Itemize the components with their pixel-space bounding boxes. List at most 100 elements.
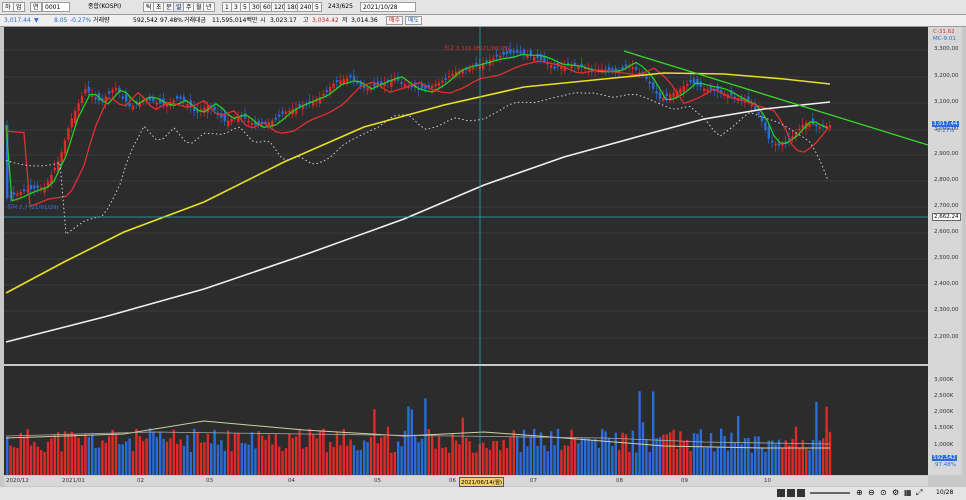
reset-icon[interactable]: ⊙ (880, 488, 887, 497)
volume-bar (9, 445, 12, 475)
candle-body (230, 119, 233, 123)
count-input[interactable]: 5 (312, 2, 322, 12)
volume-bar (111, 429, 114, 475)
zoom-in-icon[interactable]: ⊕ (856, 488, 863, 497)
candle-body (512, 50, 515, 53)
candle-body (339, 80, 342, 84)
candle-body (26, 189, 29, 192)
candle-body (689, 79, 692, 83)
candle-body (60, 152, 63, 163)
volume-bar (172, 429, 175, 475)
volume-bar (570, 429, 573, 475)
volume-bar (601, 429, 604, 475)
candle-body (709, 85, 713, 91)
candle-body (577, 65, 580, 70)
volume-bar (189, 451, 192, 475)
code-input[interactable]: 0001 (42, 2, 70, 12)
candle-body (434, 84, 437, 87)
volume-bar (346, 445, 349, 475)
toolbar-button-2[interactable]: 업 (13, 2, 25, 12)
volume-bar (431, 434, 434, 475)
volume-bar (162, 438, 165, 475)
volume-bar (679, 431, 682, 475)
scroll-right-icon[interactable] (797, 489, 805, 497)
candle-body (264, 121, 267, 124)
candle-body (403, 84, 407, 87)
volume-bar (46, 441, 50, 475)
candle-body (50, 174, 53, 185)
candle-body (699, 81, 702, 87)
candle-body (278, 114, 281, 117)
volume-bar (743, 438, 747, 475)
volume-bar (594, 438, 597, 475)
candle-body (131, 105, 135, 110)
candle-body (165, 104, 169, 107)
candle-body (271, 120, 274, 127)
grid-icon[interactable]: ▦ (904, 488, 912, 497)
date-input[interactable]: 2021/10/28 (360, 2, 416, 12)
volume-bar (737, 416, 740, 475)
candle-body (448, 76, 451, 78)
candle-body (427, 85, 430, 88)
candle-body (692, 78, 696, 84)
volume-bar (427, 428, 430, 475)
volume-bar (288, 433, 291, 475)
volume-bar (611, 446, 614, 475)
candle-body (267, 122, 271, 126)
bottom-scroll-bar[interactable]: ⊕ ⊖ ⊙ ⚙ ▦ ⤢ 10/28 (0, 487, 966, 500)
toolbar-button-1[interactable]: 하 (2, 2, 14, 12)
volume-bar (801, 440, 804, 475)
candle-body (80, 96, 84, 104)
volume-bar (271, 444, 274, 475)
candle-body (121, 96, 124, 99)
candle-body (128, 103, 131, 107)
candle-body (682, 86, 685, 92)
volume-bar (77, 437, 80, 475)
volume-chart[interactable] (4, 366, 928, 475)
price-chart[interactable] (4, 27, 928, 364)
candle-body (380, 81, 383, 85)
zoom-slider[interactable] (810, 492, 850, 494)
candle-body (390, 80, 393, 87)
candle-body (250, 122, 254, 125)
volume-bar (451, 433, 454, 475)
volume-bar (437, 436, 441, 475)
volume-bar (461, 417, 464, 475)
toolbar-button-3[interactable]: 연 (30, 2, 42, 12)
volume-bar (380, 437, 383, 475)
candle-body (648, 81, 651, 84)
volume-bar (635, 452, 638, 475)
volume-bar (305, 446, 308, 475)
trend-line (623, 50, 928, 146)
volume-bar (50, 438, 53, 475)
period-year-button[interactable]: 년 (203, 2, 215, 12)
candle-body (40, 187, 43, 190)
volume-bar (53, 434, 56, 475)
volume-bar (713, 451, 716, 475)
volume-bar (597, 447, 600, 475)
buy-button[interactable]: 매수 (386, 16, 404, 25)
candle-body (740, 98, 743, 101)
volume-bar (567, 445, 570, 475)
candle-body (91, 95, 94, 98)
volume-bar (281, 451, 284, 475)
date-tick-label: 04 (288, 478, 295, 484)
volume-bar (641, 422, 645, 475)
candle-body (754, 106, 757, 110)
right-date-label: 10/28 (936, 489, 954, 496)
volume-bar (186, 434, 189, 475)
volume-bar (284, 448, 288, 475)
sell-button[interactable]: 매도 (405, 16, 423, 25)
volume-bar (777, 439, 781, 475)
volume-bar (703, 447, 706, 475)
zoom-out-icon[interactable]: ⊖ (868, 488, 875, 497)
settings-icon[interactable]: ⚙ (892, 488, 900, 497)
candle-body (125, 93, 128, 102)
volume-bar (760, 447, 764, 475)
scroll-left-icon[interactable] (777, 489, 785, 497)
pause-icon[interactable] (787, 489, 795, 497)
volume-bar (261, 435, 264, 475)
volume-bar (791, 439, 794, 475)
volume-bar (747, 437, 750, 475)
expand-icon[interactable]: ⤢ (916, 488, 923, 497)
